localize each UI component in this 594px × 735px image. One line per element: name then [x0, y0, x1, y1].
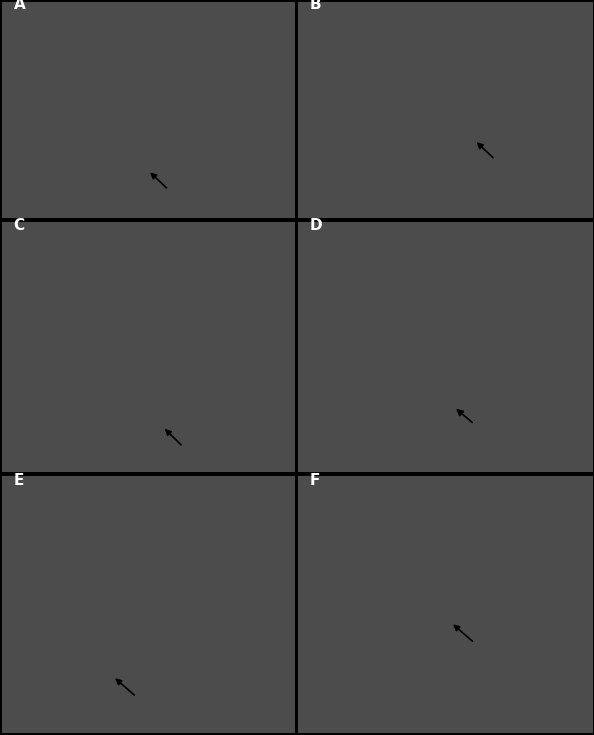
Text: E: E — [14, 473, 24, 488]
Text: F: F — [309, 473, 320, 488]
Text: D: D — [309, 218, 322, 234]
Text: A: A — [14, 0, 25, 12]
Text: C: C — [14, 218, 24, 234]
Text: B: B — [309, 0, 321, 12]
